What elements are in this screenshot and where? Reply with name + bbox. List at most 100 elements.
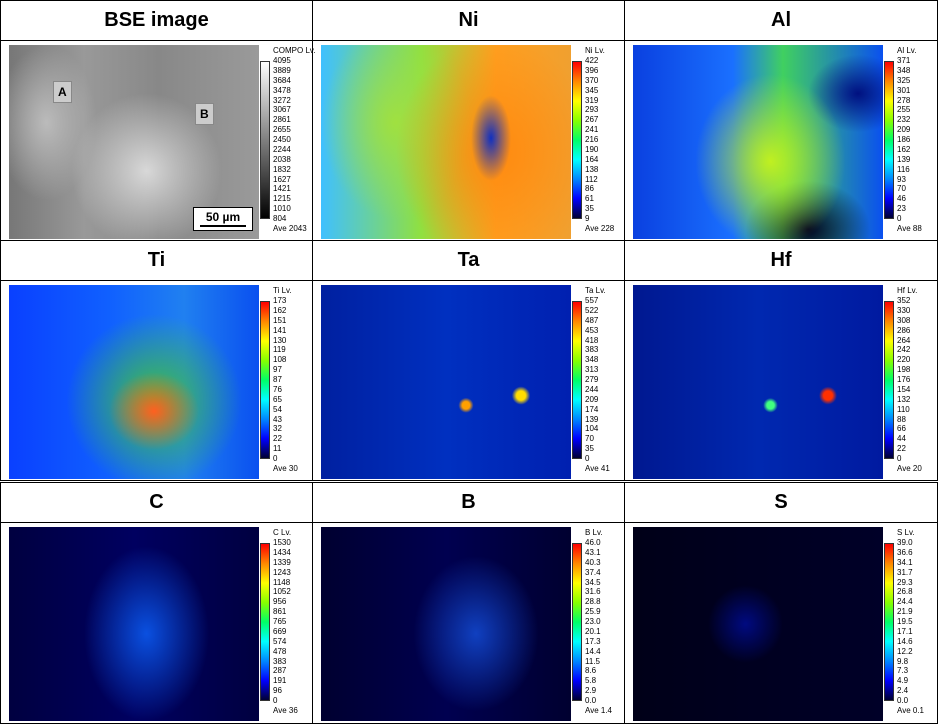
level-label: 87 (273, 375, 282, 384)
level-label: 93 (897, 174, 906, 184)
level-label: 40.3 (585, 557, 601, 567)
level-label: 1627 (273, 174, 291, 184)
color-bar (884, 301, 894, 459)
level-label: 43.1 (585, 547, 601, 557)
level-label: 36.6 (897, 547, 913, 557)
color-bar (884, 61, 894, 219)
level-label: 1434 (273, 547, 291, 557)
level-label: 70 (585, 434, 594, 444)
level-label: 371 (897, 56, 911, 65)
level-label: 1339 (273, 557, 291, 567)
level-label: 244 (585, 384, 599, 394)
average-label: Ave 228 (585, 224, 615, 233)
level-label: 34.5 (585, 577, 601, 587)
map-image (633, 45, 883, 239)
level-label: 267 (585, 115, 599, 125)
scale-label: COMPO Lv. (273, 46, 316, 55)
level-label: 4095 (273, 56, 291, 65)
level-label: 383 (585, 345, 599, 355)
level-label: 20.1 (585, 626, 601, 636)
level-label: 141 (273, 325, 287, 335)
average-label: Ave 88 (897, 224, 922, 233)
level-label: 31.7 (897, 567, 913, 577)
scale-bar: 50 µm (193, 207, 253, 231)
panel-title: C (0, 482, 313, 523)
panel-title: Ta (312, 240, 625, 281)
level-label: 19.5 (897, 617, 913, 626)
average-label: Ave 1.4 (585, 706, 612, 715)
scale-label: Al Lv. (897, 46, 917, 55)
level-label: 173 (273, 296, 287, 305)
level-label: 32 (273, 424, 282, 434)
level-label: 11.5 (585, 656, 600, 666)
level-label: 3478 (273, 85, 291, 95)
map-image (633, 285, 883, 479)
level-label: 956 (273, 597, 287, 607)
level-label: 1010 (273, 204, 291, 214)
level-label: 255 (897, 105, 911, 115)
image-cell: Al Lv. 371 348 325 301 278 255 232 209 186 162 139 1… (624, 40, 938, 241)
level-label: 370 (585, 75, 599, 85)
color-bar (572, 301, 582, 459)
level-label: 348 (897, 65, 911, 75)
level-label: 17.3 (585, 636, 601, 646)
level-label: 478 (273, 646, 287, 656)
panel-title: S (624, 482, 938, 523)
level-label: 0.0 (585, 696, 597, 705)
level-label: 46 (897, 194, 906, 204)
level-label: 0 (273, 454, 278, 463)
level-label: 139 (897, 154, 911, 164)
level-label: 765 (273, 617, 287, 626)
average-label: Ave 41 (585, 464, 610, 473)
panel-title: BSE image (0, 0, 313, 41)
color-bar (884, 543, 894, 701)
level-label: 352 (897, 296, 911, 305)
level-label: 2038 (273, 154, 291, 164)
average-label: Ave 2043 (273, 224, 307, 233)
level-label: 21.9 (897, 607, 913, 617)
level-label: 209 (897, 125, 911, 135)
level-label: 97 (273, 365, 282, 375)
level-label: 130 (273, 335, 287, 345)
level-label: 279 (585, 375, 599, 384)
map-image: A B 50 µm (9, 45, 259, 239)
level-label: 151 (273, 315, 287, 325)
level-label: 2450 (273, 135, 291, 144)
panel-title: Al (624, 0, 938, 41)
map-image (633, 527, 883, 721)
level-label: 287 (273, 666, 287, 676)
level-label: 0 (585, 454, 590, 463)
level-label: 191 (273, 676, 287, 686)
level-label: 119 (273, 345, 286, 355)
image-cell: Ti Lv. 173 162 151 141 130 119 108 97 87 76 65 54 43 3… (0, 280, 313, 481)
level-label: 0 (897, 214, 902, 223)
map-image (321, 527, 571, 721)
level-label: 66 (897, 424, 906, 434)
level-label: 669 (273, 626, 287, 636)
level-label: 3067 (273, 105, 291, 115)
level-label: 9 (585, 214, 590, 223)
level-label: 3272 (273, 95, 291, 105)
level-label: 24.4 (897, 597, 913, 607)
map-image (9, 285, 259, 479)
level-label: 293 (585, 105, 599, 115)
level-label: 162 (897, 144, 911, 154)
image-cell: Ni Lv. 422 396 370 345 319 293 267 241 216 190 164 1… (312, 40, 625, 241)
level-label: 17.1 (897, 626, 913, 636)
level-label: 35 (585, 204, 594, 214)
level-label: 3889 (273, 65, 291, 75)
level-label: 139 (585, 414, 599, 424)
color-bar (260, 543, 270, 701)
level-label: 330 (897, 305, 911, 315)
level-label: 804 (273, 214, 287, 223)
color-bar (260, 301, 270, 459)
level-label: 138 (585, 164, 599, 174)
level-label: 1421 (273, 184, 291, 194)
average-label: Ave 30 (273, 464, 298, 473)
level-label: 88 (897, 414, 906, 424)
level-label: 65 (273, 394, 282, 404)
map-image (9, 527, 259, 721)
scale-label: Ni Lv. (585, 46, 605, 55)
scale-label: Ta Lv. (585, 286, 606, 295)
level-label: 348 (585, 355, 599, 365)
